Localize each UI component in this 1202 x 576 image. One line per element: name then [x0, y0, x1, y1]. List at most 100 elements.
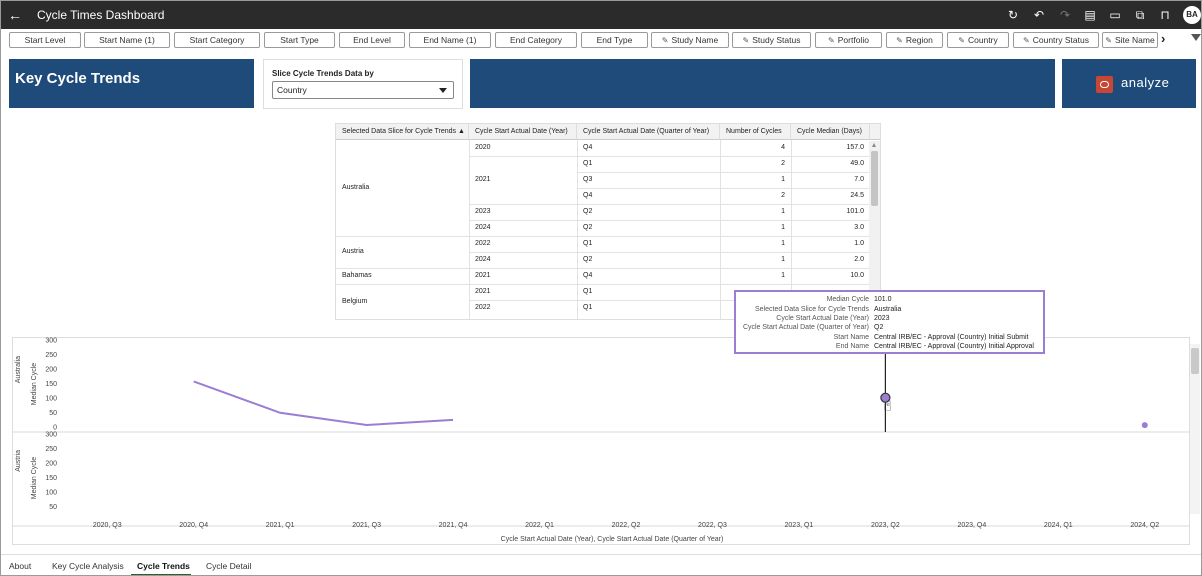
table-scroll-thumb[interactable]: [871, 151, 878, 206]
chart-frame: [12, 337, 1190, 545]
chevron-right-icon[interactable]: ›: [1161, 31, 1166, 46]
cycles-cell: 1: [781, 240, 785, 247]
filter-end-level[interactable]: End Level: [339, 32, 405, 48]
filter-funnel-icon[interactable]: [1191, 34, 1201, 41]
caret-down-icon: [439, 88, 447, 93]
present-icon[interactable]: ⧉: [1135, 8, 1145, 22]
quarter-cell: Q4: [583, 272, 593, 279]
pin-icon: ✎: [896, 36, 903, 45]
filter-start-level[interactable]: Start Level: [9, 32, 81, 48]
hand-cursor-icon: ☝: [883, 399, 892, 415]
filter-end-name[interactable]: End Name (1): [409, 32, 491, 48]
col-header-slice[interactable]: Selected Data Slice for Cycle Trends ▲: [336, 124, 469, 140]
slice-cell-belgium: Belgium: [342, 298, 368, 305]
user-avatar[interactable]: BA: [1183, 6, 1201, 24]
year-cell: 2021: [475, 288, 491, 295]
col-header-quarter[interactable]: Cycle Start Actual Date (Quarter of Year…: [577, 124, 720, 140]
median-cell: 1.0: [854, 240, 864, 247]
tooltip-key: Cycle Start Actual Date (Quarter of Year…: [742, 324, 869, 331]
filter-bar: Start Level Start Name (1) Start Categor…: [1, 29, 1201, 51]
col-header-median[interactable]: Cycle Median (Days): [791, 124, 870, 140]
pin-icon: ✎: [958, 36, 965, 45]
scroll-up-icon[interactable]: [872, 143, 876, 147]
year-cell: 2023: [475, 208, 491, 215]
cycles-cell: 1: [781, 176, 785, 183]
filter-site-name[interactable]: ✎ Site Name: [1102, 32, 1158, 48]
tab-key-cycle-analysis[interactable]: Key Cycle Analysis: [52, 561, 124, 571]
cycles-cell: 1: [781, 272, 785, 279]
redo-icon[interactable]: ↷: [1059, 8, 1071, 22]
chart-scroll-thumb[interactable]: [1191, 348, 1199, 374]
tab-cycle-trends[interactable]: Cycle Trends: [137, 561, 190, 571]
back-arrow-icon[interactable]: ←: [8, 7, 22, 23]
data-icon[interactable]: ▤: [1084, 8, 1096, 22]
oracle-logo-icon: [1096, 76, 1113, 93]
quarter-cell: Q1: [583, 160, 593, 167]
pin-icon: ✎: [828, 36, 835, 45]
tooltip-value: 2023: [874, 315, 890, 322]
filter-country-status[interactable]: ✎ Country Status: [1013, 32, 1099, 48]
median-cell: 3.0: [854, 224, 864, 231]
quarter-cell: Q2: [583, 208, 593, 215]
filter-start-name[interactable]: Start Name (1): [84, 32, 170, 48]
x-tick-label: 2022, Q3: [698, 522, 727, 529]
tooltip-value: Australia: [874, 306, 902, 313]
y-tick-label: 250: [45, 352, 57, 359]
table-scrollbar[interactable]: [869, 141, 880, 317]
bookmark-icon[interactable]: ⊓: [1160, 8, 1170, 22]
undo-icon[interactable]: ↶: [1033, 8, 1045, 22]
filter-region[interactable]: ✎ Region: [886, 32, 943, 48]
x-tick-label: 2024, Q2: [1130, 522, 1159, 529]
chart-scrollbar[interactable]: [1190, 344, 1200, 514]
y-axis-label: Median Cycle: [31, 363, 38, 406]
refresh-icon[interactable]: ↻: [1007, 8, 1019, 22]
filter-end-type[interactable]: End Type: [581, 32, 648, 48]
slice-dropdown[interactable]: Country: [272, 81, 454, 99]
year-cell: 2020: [475, 144, 491, 151]
y-tick-label: 250: [45, 446, 57, 453]
slice-panel: Slice Cycle Trends Data by Country: [263, 59, 463, 109]
y-axis-label: Median Cycle: [31, 457, 38, 500]
tooltip-key: Median Cycle: [826, 296, 869, 303]
year-cell: 2024: [475, 256, 491, 263]
chart-svg: Australia Median Cycle 0 50 100 150 200 250 300 ☝…: [12, 337, 1190, 545]
filter-end-category[interactable]: End Category: [495, 32, 577, 48]
filter-study-status[interactable]: ✎ Study Status: [732, 32, 811, 48]
y-tick-label: 50: [49, 410, 57, 417]
y-tick-label: 100: [45, 490, 57, 497]
x-tick-label: 2023, Q1: [785, 522, 814, 529]
quarter-cell: Q1: [583, 288, 593, 295]
filter-start-type[interactable]: Start Type: [264, 32, 335, 48]
y-tick-label: 200: [45, 461, 57, 468]
tab-cycle-detail[interactable]: Cycle Detail: [206, 561, 252, 571]
filter-start-category[interactable]: Start Category: [174, 32, 260, 48]
tooltip-key: Cycle Start Actual Date (Year): [776, 315, 869, 322]
comment-icon[interactable]: ▭: [1109, 8, 1121, 22]
median-cell: 10.0: [850, 272, 864, 279]
y-tick-label: 50: [49, 504, 57, 511]
tooltip-key: Selected Data Slice for Cycle Trends: [755, 306, 869, 313]
x-tick-label: 2023, Q4: [957, 522, 986, 529]
year-cell: 2021: [475, 272, 491, 279]
y-tick-label: 300: [45, 338, 57, 345]
cycle-trends-chart: Australia Median Cycle 0 50 100 150 200 250 300 ☝…: [12, 337, 1201, 546]
col-header-cycles[interactable]: Number of Cycles: [720, 124, 791, 140]
analyze-tile: analyze: [1062, 59, 1196, 108]
median-cell: 7.0: [854, 176, 864, 183]
filter-country[interactable]: ✎ Country: [947, 32, 1009, 48]
median-cell: 49.0: [850, 160, 864, 167]
tooltip-value: Central IRB/EC - Approval (Country) Init…: [874, 334, 1029, 341]
quarter-cell: Q3: [583, 176, 593, 183]
median-cell: 24.5: [850, 192, 864, 199]
active-tab-indicator: [131, 574, 191, 575]
tab-about[interactable]: About: [9, 561, 32, 571]
filter-portfolio[interactable]: ✎ Portfolio: [815, 32, 882, 48]
quarter-cell: Q4: [583, 192, 593, 199]
y-tick-label: 200: [45, 367, 57, 374]
filter-study-name[interactable]: ✎ Study Name: [651, 32, 729, 48]
quarter-cell: Q1: [583, 240, 593, 247]
quarter-cell: Q2: [583, 224, 593, 231]
col-header-year[interactable]: Cycle Start Actual Date (Year): [469, 124, 577, 140]
series-line-australia: [193, 380, 454, 426]
